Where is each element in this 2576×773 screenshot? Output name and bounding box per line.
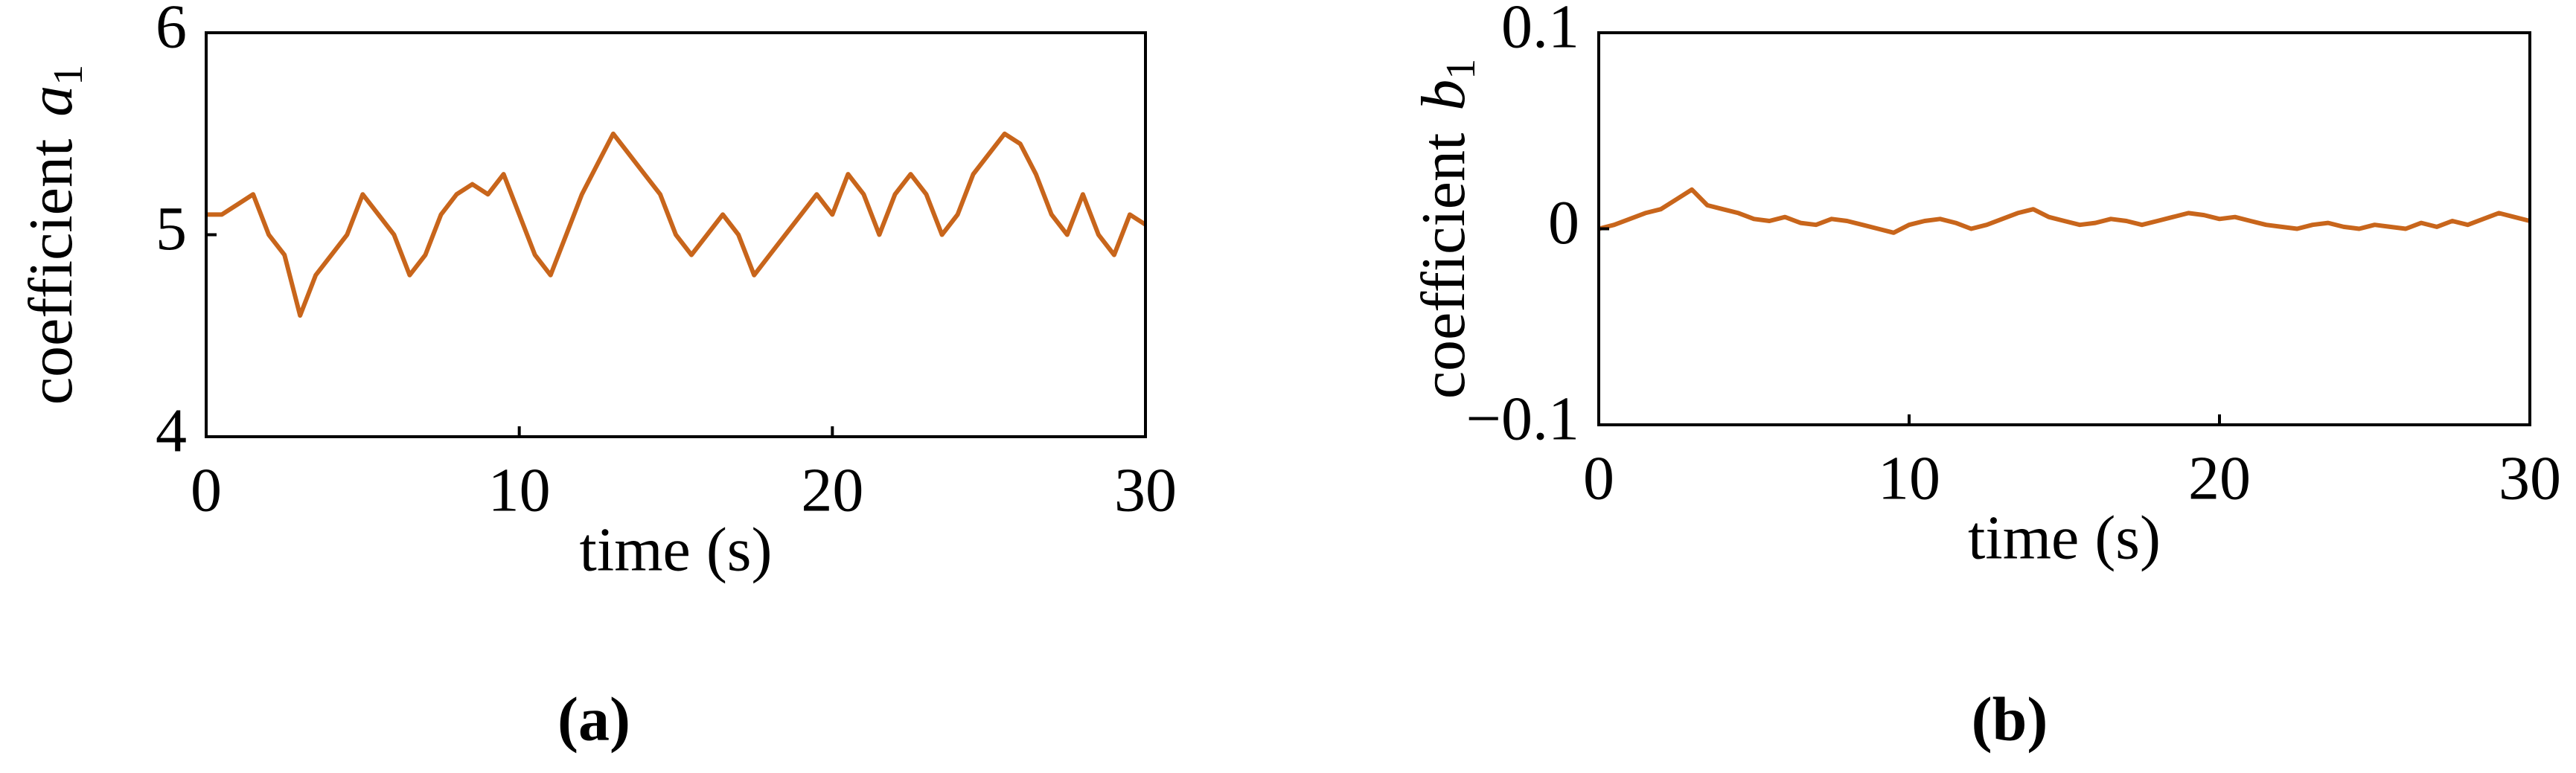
x-tick-label: 10	[1878, 443, 1940, 513]
data-line	[206, 131, 1147, 318]
y-tick-label: 4	[156, 396, 187, 465]
panel-caption: (a)	[557, 684, 630, 754]
x-tick-label: 0	[191, 455, 222, 525]
panel-caption: (b)	[1972, 684, 2048, 754]
y-axis-label-symbol: a	[16, 86, 86, 117]
x-tick-label: 30	[2499, 443, 2561, 513]
y-axis-label: coefficient b1	[1409, 59, 1484, 400]
x-axis-label: time (s)	[580, 515, 773, 584]
y-axis-label-text: coefficient	[16, 139, 86, 405]
y-tick-label: 0	[1548, 188, 1579, 257]
y-axis-label-subscript: 1	[45, 65, 92, 86]
y-tick-label: −0.1	[1466, 384, 1579, 453]
x-tick-label: 20	[2188, 443, 2251, 513]
x-tick-label: 0	[1583, 443, 1614, 513]
y-axis-label-symbol: b	[1409, 80, 1478, 111]
x-tick-label: 30	[1114, 455, 1177, 525]
data-line	[1598, 187, 2531, 235]
y-tick-label: 6	[156, 0, 187, 61]
x-tick-label: 20	[801, 455, 863, 525]
y-axis-label-subscript: 1	[1438, 59, 1484, 80]
y-tick-label: 5	[156, 194, 187, 263]
chart: 4 5 6 0 10 20 30 time (s) coefficient a1 (a)	[16, 0, 1177, 754]
x-tick-label: 10	[488, 455, 551, 525]
y-axis-label-text: coefficient	[1409, 133, 1478, 400]
y-tick-label: 0.1	[1501, 0, 1579, 61]
x-axis-label: time (s)	[1968, 503, 2161, 572]
y-axis-label: coefficient a1	[16, 65, 92, 405]
